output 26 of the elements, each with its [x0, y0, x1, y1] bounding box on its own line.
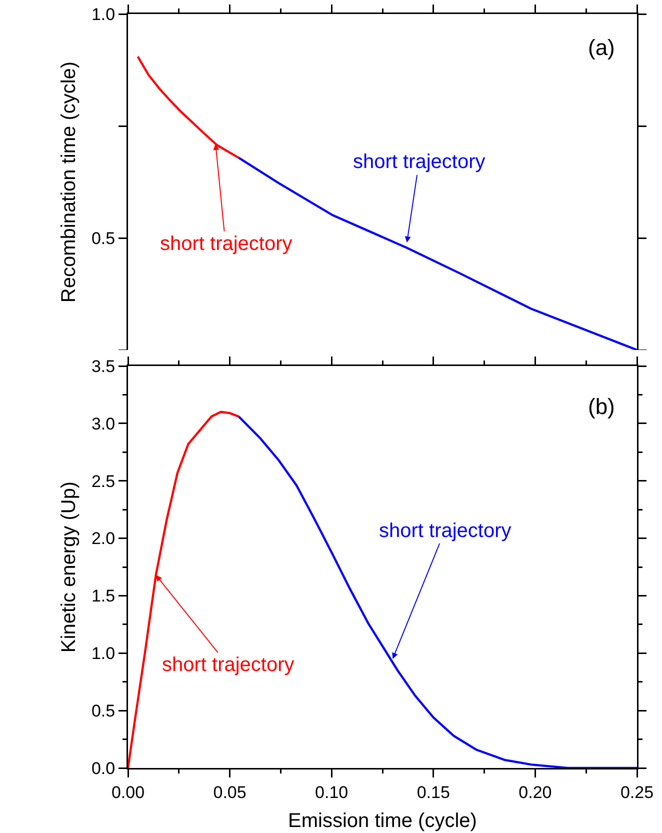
y-tick-label: 2.5 — [91, 472, 116, 491]
y-tick-label: 1.0 — [91, 644, 116, 664]
y-tick-label: 0.0 — [91, 758, 116, 778]
y-tick-label: 1.0 — [91, 4, 116, 24]
x-axis-title: Emission time (cycle) — [288, 810, 477, 832]
y-tick-label: 2.0 — [91, 529, 116, 548]
x-tick-label: 0.20 — [518, 782, 552, 802]
annotation: short trajectory — [160, 233, 292, 255]
annotation: short trajectory — [353, 151, 486, 173]
y-tick-label: 0.5 — [91, 228, 116, 248]
x-tick-label: 0.05 — [213, 782, 246, 802]
y-axis-title: Kinetic energy (Up) — [58, 481, 80, 653]
x-tick-label: 0.00 — [111, 782, 145, 802]
x-tick-label: 0.15 — [416, 782, 450, 802]
y-tick-label: 3.0 — [91, 414, 116, 434]
annotation: (a) — [588, 35, 615, 60]
y-tick-label: 0.5 — [91, 702, 116, 721]
x-tick-label: 0.10 — [315, 782, 348, 802]
x-tick-label: 0.25 — [620, 782, 654, 802]
annotation: short trajectory — [379, 520, 512, 542]
y-tick-label: 1.5 — [91, 586, 116, 606]
y-axis-title: Recombination time (cycle) — [58, 61, 80, 303]
y-tick-label: 3.5 — [91, 356, 116, 376]
line-series — [136, 55, 240, 159]
annotation: (b) — [588, 394, 615, 419]
annotation: short trajectory — [162, 654, 294, 676]
